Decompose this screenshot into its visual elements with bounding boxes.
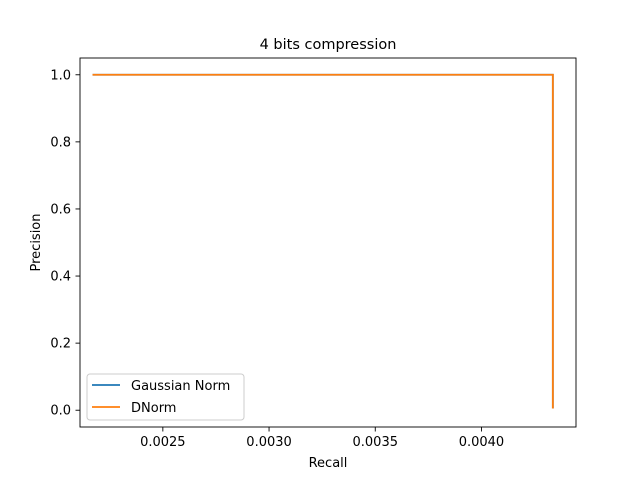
legend-box <box>86 373 245 421</box>
y-tick-label: 0.4 <box>50 270 71 285</box>
series-line-dnorm <box>92 73 554 409</box>
series-layer <box>92 73 554 409</box>
y-tick-label: 0.6 <box>50 202 71 217</box>
legend: Gaussian Norm DNorm <box>86 373 245 421</box>
x-tick-label: 0.0040 <box>459 435 505 450</box>
x-tick-label: 0.0030 <box>246 435 292 450</box>
axes-frame <box>79 57 577 428</box>
chart-title: 4 bits compression <box>260 37 397 53</box>
y-axis-ticks: 0.0 0.2 0.4 0.6 0.8 1.0 <box>50 68 80 419</box>
x-axis-ticks: 0.0025 0.0030 0.0035 0.0040 <box>140 427 504 450</box>
y-tick-label: 1.0 <box>50 68 71 83</box>
x-tick-label: 0.0025 <box>140 435 186 450</box>
legend-label-dnorm: DNorm <box>131 401 176 416</box>
plot-area <box>79 57 577 428</box>
y-tick-label: 0.0 <box>50 404 71 419</box>
x-tick-label: 0.0035 <box>353 435 399 450</box>
legend-label-gaussian-norm: Gaussian Norm <box>131 379 230 394</box>
y-tick-label: 0.2 <box>50 337 71 352</box>
y-axis-label: Precision <box>29 213 44 271</box>
y-tick-label: 0.8 <box>50 135 71 150</box>
x-axis-label: Recall <box>309 456 348 471</box>
